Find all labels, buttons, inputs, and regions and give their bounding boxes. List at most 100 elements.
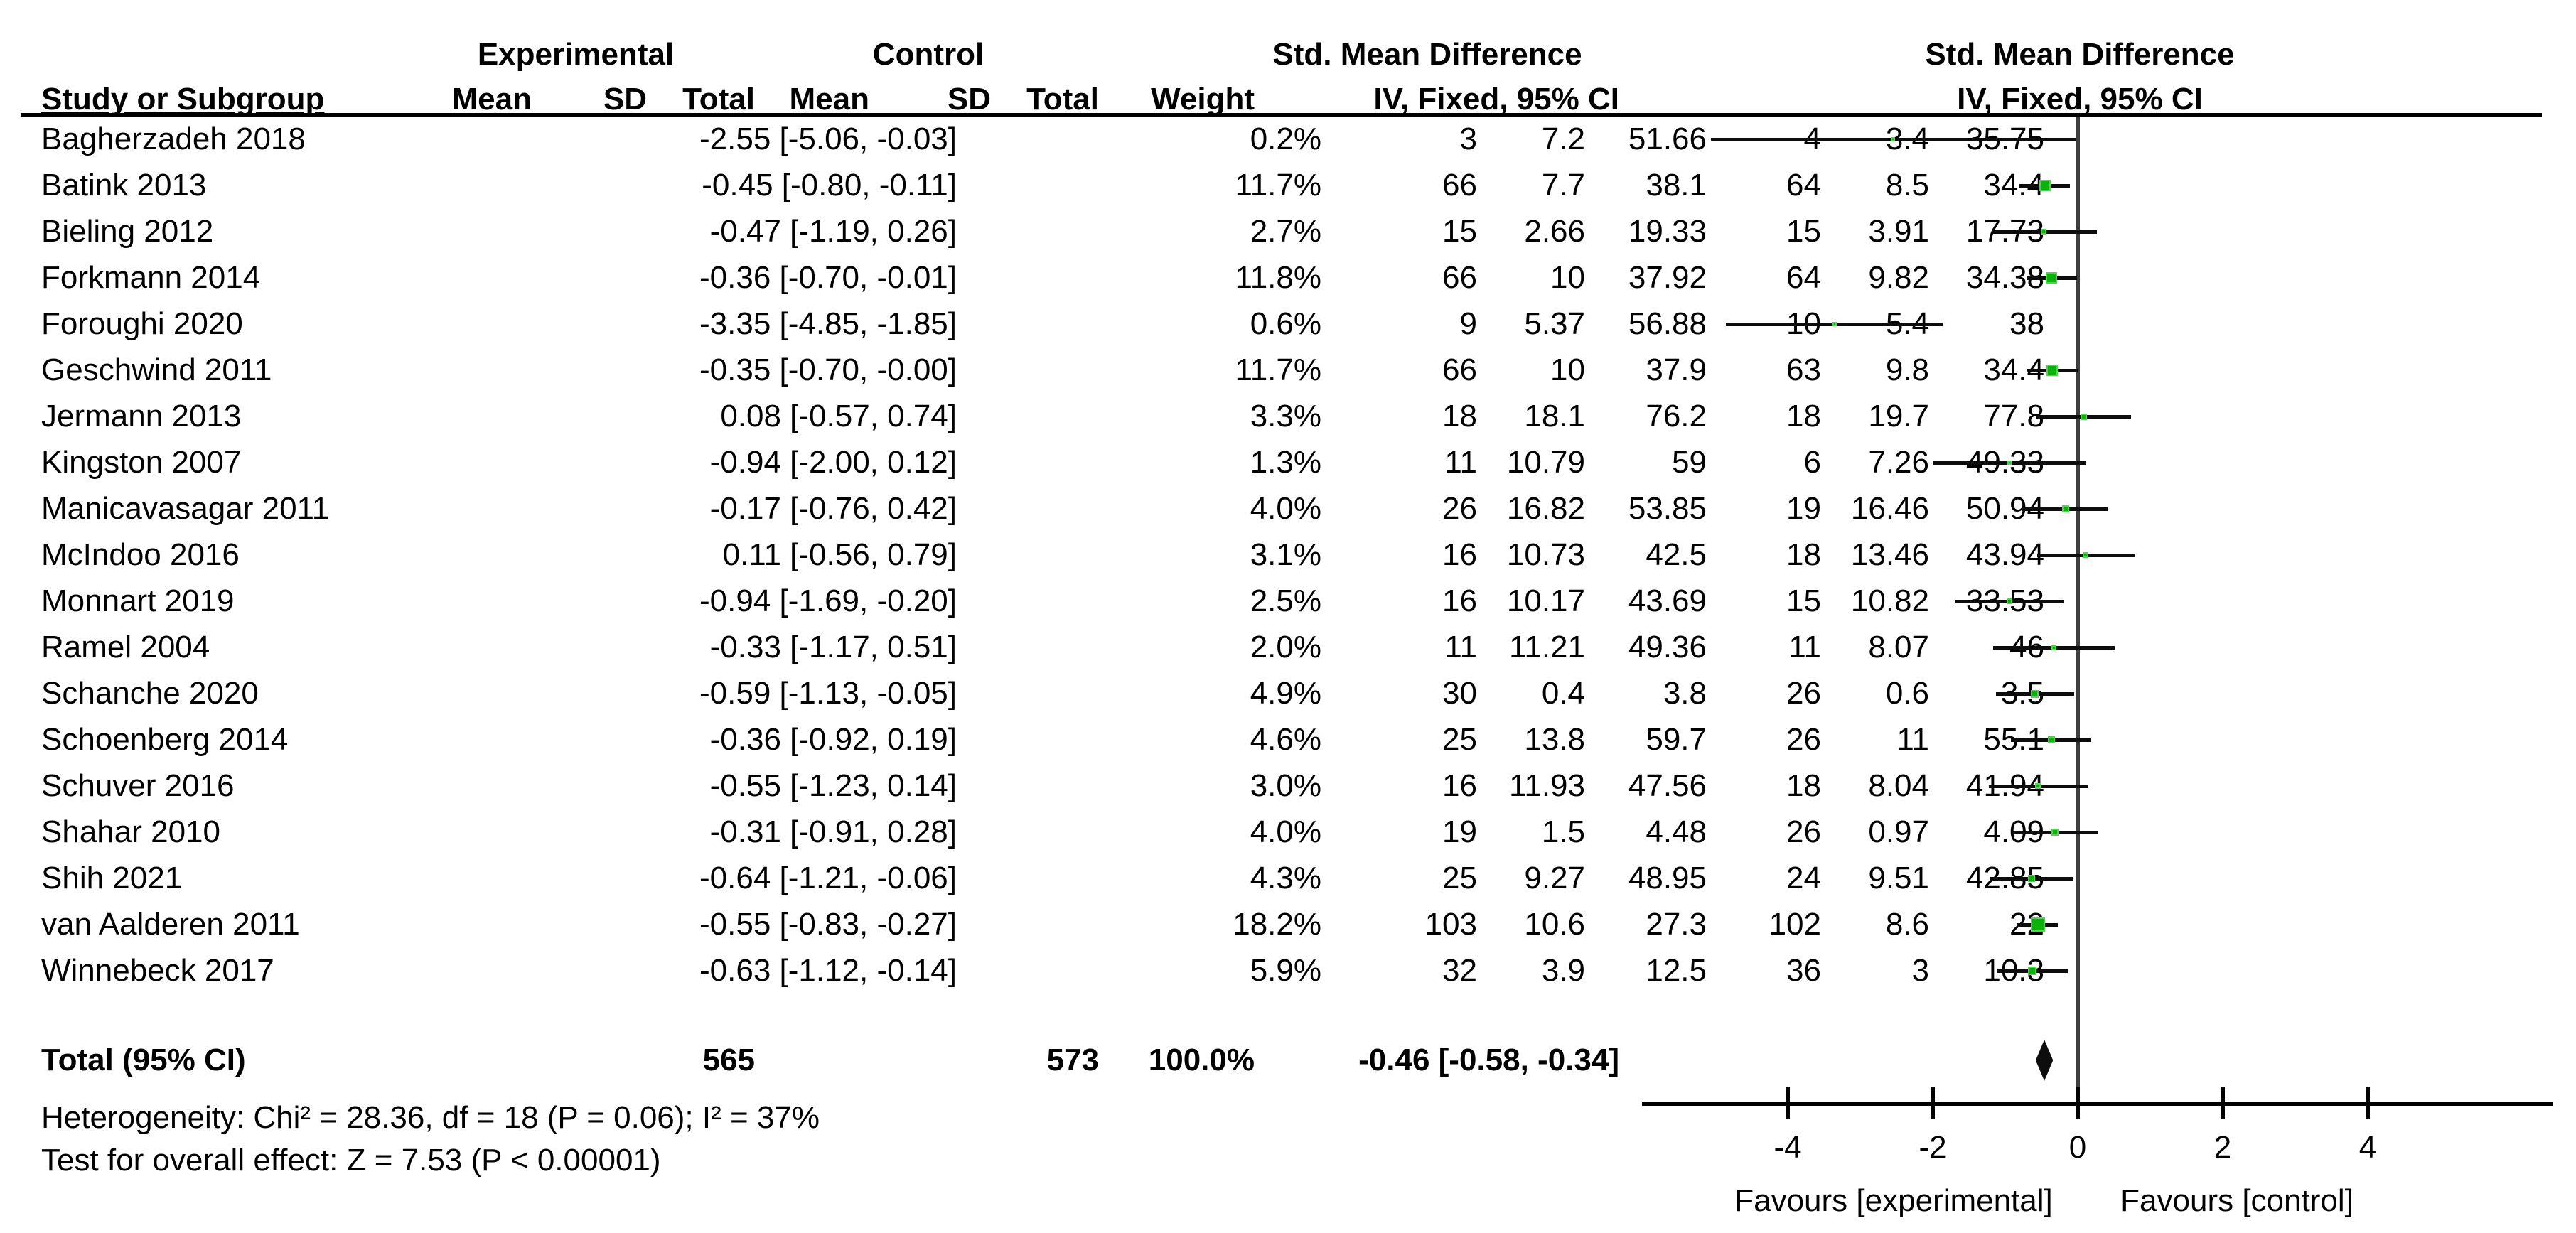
cell-sd-control: 5.37 bbox=[1524, 306, 1585, 341]
cell-sd-experimental: 3 bbox=[1911, 953, 1929, 988]
axis-tick-label: 2 bbox=[2213, 1130, 2232, 1165]
cell-mean-control: 3.8 bbox=[1663, 676, 1707, 711]
effect-marker bbox=[2046, 365, 2058, 376]
cell-sd-experimental: 8.07 bbox=[1868, 630, 1929, 664]
study-name: Shahar 2010 bbox=[41, 814, 220, 849]
column-header-mean-ctrl: Mean bbox=[789, 82, 869, 117]
column-header-total-ctrl: Total bbox=[1026, 82, 1099, 117]
cell-total-control: 3 bbox=[1459, 122, 1477, 156]
total-weight: 100.0% bbox=[1148, 1043, 1255, 1077]
cell-sd-experimental: 9.51 bbox=[1868, 861, 1929, 895]
total-row-label: Total (95% CI) bbox=[41, 1043, 246, 1077]
cell-weight: 2.7% bbox=[1250, 214, 1321, 249]
cell-weight: 4.0% bbox=[1250, 814, 1321, 849]
cell-smd-ci: -0.94 [-1.69, -0.20] bbox=[699, 583, 957, 618]
cell-total-experimental: 6 bbox=[1803, 445, 1821, 480]
cell-mean-control: 38.1 bbox=[1646, 168, 1707, 203]
cell-weight: 11.7% bbox=[1235, 352, 1322, 387]
column-header-method-table: IV, Fixed, 95% CI bbox=[1373, 82, 1619, 117]
cell-sd-control: 11.93 bbox=[1509, 768, 1585, 803]
cell-mean-control: 76.2 bbox=[1646, 399, 1707, 434]
cell-mean-control: 12.5 bbox=[1646, 953, 1707, 988]
cell-mean-control: 43.69 bbox=[1628, 583, 1707, 618]
study-name: McIndoo 2016 bbox=[41, 537, 240, 572]
cell-smd-ci: -0.47 [-1.19, 0.26] bbox=[709, 214, 957, 249]
study-name: Kingston 2007 bbox=[41, 445, 242, 480]
group-header-control: Control bbox=[872, 37, 984, 72]
cell-total-control: 11 bbox=[1444, 445, 1477, 480]
cell-sd-control: 10.6 bbox=[1524, 907, 1585, 942]
cell-smd-ci: -0.64 [-1.21, -0.06] bbox=[699, 861, 957, 895]
cell-mean-control: 49.36 bbox=[1628, 630, 1707, 664]
axis-tick-label: 4 bbox=[2358, 1130, 2377, 1165]
favours-experimental-label: Favours [experimental] bbox=[1734, 1183, 2053, 1218]
cell-weight: 1.3% bbox=[1250, 445, 1321, 480]
cell-total-experimental: 15 bbox=[1786, 583, 1821, 618]
cell-weight: 5.9% bbox=[1250, 953, 1321, 988]
cell-weight: 2.0% bbox=[1250, 630, 1321, 664]
cell-mean-control: 51.66 bbox=[1628, 122, 1707, 156]
cell-sd-control: 9.27 bbox=[1524, 861, 1585, 895]
study-name: Geschwind 2011 bbox=[41, 352, 272, 387]
cell-smd-ci: 0.11 [-0.56, 0.79] bbox=[722, 537, 957, 572]
cell-weight: 3.1% bbox=[1250, 537, 1321, 572]
cell-total-control: 16 bbox=[1442, 768, 1477, 803]
cell-mean-control: 56.88 bbox=[1628, 306, 1707, 341]
cell-sd-experimental: 0.6 bbox=[1885, 676, 1929, 711]
cell-total-control: 66 bbox=[1442, 352, 1477, 387]
cell-total-control: 25 bbox=[1442, 722, 1477, 757]
axis-tick bbox=[2076, 1087, 2080, 1119]
cell-mean-experimental: 38 bbox=[2009, 306, 2044, 341]
overall-effect-test: Test for overall effect: Z = 7.53 (P < 0… bbox=[41, 1143, 661, 1178]
cell-sd-experimental: 9.8 bbox=[1885, 352, 1929, 387]
study-name: Schoenberg 2014 bbox=[41, 722, 289, 757]
cell-total-control: 103 bbox=[1424, 907, 1477, 942]
cell-total-experimental: 26 bbox=[1786, 814, 1821, 849]
cell-total-control: 32 bbox=[1442, 953, 1477, 988]
axis-tick-label: 0 bbox=[2068, 1130, 2087, 1165]
cell-weight: 4.9% bbox=[1250, 676, 1321, 711]
cell-total-experimental: 11 bbox=[1788, 630, 1821, 664]
cell-weight: 4.3% bbox=[1250, 861, 1321, 895]
column-header-total-exp: Total bbox=[682, 82, 755, 117]
effect-marker bbox=[2028, 967, 2036, 975]
header-rule bbox=[21, 113, 2542, 117]
cell-mean-experimental: 43.94 bbox=[1965, 537, 2044, 572]
cell-sd-experimental: 10.82 bbox=[1850, 583, 1929, 618]
study-name: Jermann 2013 bbox=[41, 399, 242, 434]
axis-tick bbox=[1786, 1087, 1790, 1119]
cell-smd-ci: -2.55 [-5.06, -0.03] bbox=[699, 122, 957, 156]
cell-sd-control: 3.9 bbox=[1541, 953, 1585, 988]
axis-tick-label: -2 bbox=[1918, 1130, 1947, 1165]
cell-mean-control: 37.9 bbox=[1646, 352, 1707, 387]
cell-sd-control: 10 bbox=[1550, 260, 1585, 295]
effect-marker bbox=[2083, 552, 2088, 558]
column-header-study: Study or Subgroup bbox=[41, 82, 325, 117]
cell-mean-control: 47.56 bbox=[1628, 768, 1707, 803]
cell-mean-control: 4.48 bbox=[1646, 814, 1707, 849]
favours-control-label: Favours [control] bbox=[2120, 1183, 2354, 1218]
cell-weight: 18.2% bbox=[1233, 907, 1321, 942]
study-name: Manicavasagar 2011 bbox=[41, 491, 330, 526]
cell-sd-experimental: 0.97 bbox=[1868, 814, 1929, 849]
cell-sd-experimental: 8.5 bbox=[1885, 168, 1929, 203]
cell-smd-ci: -0.36 [-0.70, -0.01] bbox=[699, 260, 957, 295]
cell-total-experimental: 64 bbox=[1786, 260, 1821, 295]
effect-marker bbox=[2031, 917, 2045, 932]
cell-weight: 11.8% bbox=[1235, 260, 1322, 295]
cell-total-control: 66 bbox=[1442, 260, 1477, 295]
cell-smd-ci: -0.94 [-2.00, 0.12] bbox=[709, 445, 957, 480]
summary-diamond bbox=[2035, 1040, 2054, 1081]
cell-weight: 4.6% bbox=[1250, 722, 1321, 757]
cell-total-control: 9 bbox=[1459, 306, 1477, 341]
cell-sd-control: 10.17 bbox=[1506, 583, 1585, 618]
cell-total-control: 19 bbox=[1442, 814, 1477, 849]
cell-total-control: 26 bbox=[1442, 491, 1477, 526]
effect-marker bbox=[2007, 461, 2012, 465]
study-name: Foroughi 2020 bbox=[41, 306, 243, 341]
cell-mean-control: 48.95 bbox=[1628, 861, 1707, 895]
cell-sd-control: 16.82 bbox=[1506, 491, 1585, 526]
cell-mean-experimental: 77.8 bbox=[1983, 399, 2044, 434]
cell-sd-experimental: 11 bbox=[1896, 722, 1929, 757]
cell-sd-control: 13.8 bbox=[1524, 722, 1585, 757]
